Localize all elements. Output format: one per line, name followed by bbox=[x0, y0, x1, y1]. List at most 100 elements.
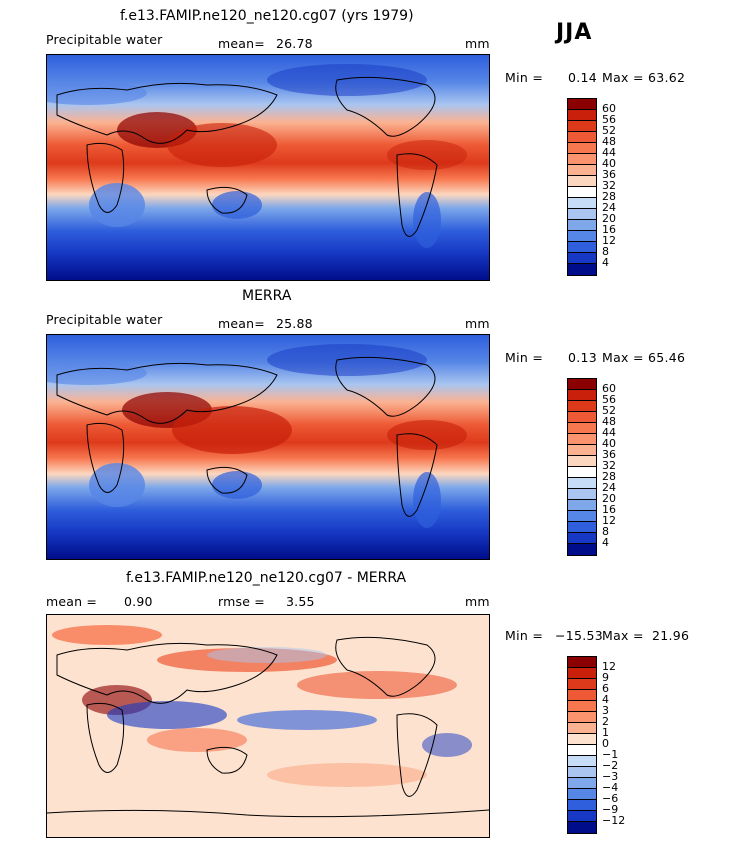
colorbar-tick-label: 1 bbox=[602, 726, 609, 739]
colorbar-tick-label: 4 bbox=[602, 536, 609, 549]
colorbar-tick-label: 2 bbox=[602, 715, 609, 728]
colorbar-swatch bbox=[568, 143, 596, 154]
colorbar-swatch bbox=[568, 533, 596, 544]
colorbar-swatch bbox=[568, 467, 596, 478]
colorbar-swatch bbox=[568, 390, 596, 401]
colorbar-swatch bbox=[568, 734, 596, 745]
colorbar-tick-label: 40 bbox=[602, 437, 616, 450]
colorbar-tick-label: 32 bbox=[602, 179, 616, 192]
panel-1-colorbar bbox=[567, 98, 597, 276]
colorbar-swatch bbox=[568, 253, 596, 264]
colorbar-tick-label: 12 bbox=[602, 660, 616, 673]
colorbar-swatch bbox=[568, 176, 596, 187]
colorbar-swatch bbox=[568, 478, 596, 489]
colorbar-tick-label: 56 bbox=[602, 113, 616, 126]
panel-3-map bbox=[46, 614, 490, 838]
colorbar-swatch bbox=[568, 209, 596, 220]
colorbar-swatch bbox=[568, 511, 596, 522]
panel-2-mean-value: 25.88 bbox=[276, 316, 313, 331]
colorbar-tick-label: 9 bbox=[602, 671, 609, 684]
panel-3-mean-value: 0.90 bbox=[124, 594, 153, 609]
colorbar-tick-label: 28 bbox=[602, 190, 616, 203]
colorbar-tick-label: 24 bbox=[602, 481, 616, 494]
colorbar-swatch bbox=[568, 745, 596, 756]
colorbar-tick-label: 24 bbox=[602, 201, 616, 214]
colorbar-tick-label: 32 bbox=[602, 459, 616, 472]
panel-3-max-label: Max = bbox=[602, 628, 644, 643]
colorbar-swatch bbox=[568, 679, 596, 690]
colorbar-tick-label: 36 bbox=[602, 448, 616, 461]
colorbar-tick-label: 20 bbox=[602, 212, 616, 225]
panel-3-units: mm bbox=[465, 594, 490, 609]
colorbar-swatch bbox=[568, 198, 596, 209]
season-label: JJA bbox=[556, 20, 593, 45]
colorbar-tick-label: 12 bbox=[602, 514, 616, 527]
colorbar-tick-label: 8 bbox=[602, 245, 609, 258]
panel-3-rmse-label: rmse = bbox=[218, 594, 265, 609]
panel-1-units: mm bbox=[465, 36, 490, 51]
colorbar-swatch bbox=[568, 668, 596, 679]
colorbar-swatch bbox=[568, 489, 596, 500]
colorbar-tick-label: 48 bbox=[602, 415, 616, 428]
panel-1-mean-value: 26.78 bbox=[276, 36, 313, 51]
panel-3-colorbar bbox=[567, 656, 597, 834]
colorbar-swatch bbox=[568, 701, 596, 712]
panel-1-title: f.e13.FAMIP.ne120_ne120.cg07 (yrs 1979) bbox=[120, 8, 414, 24]
panel-1-map-svg bbox=[47, 55, 489, 280]
colorbar-swatch bbox=[568, 423, 596, 434]
panel-2-title: MERRA bbox=[242, 288, 292, 304]
panel-2-variable: Precipitable water bbox=[46, 312, 163, 327]
colorbar-swatch bbox=[568, 723, 596, 734]
colorbar-swatch bbox=[568, 187, 596, 198]
colorbar-tick-label: −3 bbox=[602, 770, 619, 783]
colorbar-tick-label: 16 bbox=[602, 223, 616, 236]
colorbar-tick-label: 60 bbox=[602, 102, 616, 115]
colorbar-tick-label: 20 bbox=[602, 492, 616, 505]
panel-2-min-label: Min = bbox=[505, 350, 544, 365]
panel-2-mean-label: mean= bbox=[218, 316, 265, 331]
colorbar-swatch bbox=[568, 690, 596, 701]
colorbar-swatch bbox=[568, 778, 596, 789]
panel-3-rmse-value: 3.55 bbox=[286, 594, 315, 609]
colorbar-tick-label: −1 bbox=[602, 748, 619, 761]
colorbar-swatch bbox=[568, 445, 596, 456]
colorbar-tick-label: 36 bbox=[602, 168, 616, 181]
colorbar-tick-label: −6 bbox=[602, 792, 619, 805]
colorbar-tick-label: 8 bbox=[602, 525, 609, 538]
panel-1-min-value: 0.14 bbox=[568, 70, 598, 85]
colorbar-swatch bbox=[568, 544, 596, 555]
colorbar-swatch bbox=[568, 822, 596, 833]
colorbar-tick-label: −12 bbox=[602, 814, 626, 827]
panel-1-max-label: Max = bbox=[602, 70, 644, 85]
panel-2-map bbox=[46, 334, 490, 560]
colorbar-swatch bbox=[568, 800, 596, 811]
colorbar-swatch bbox=[568, 401, 596, 412]
colorbar-swatch bbox=[568, 132, 596, 143]
colorbar-swatch bbox=[568, 242, 596, 253]
colorbar-tick-label: 52 bbox=[602, 124, 616, 137]
colorbar-tick-label: 3 bbox=[602, 704, 609, 717]
colorbar-swatch bbox=[568, 811, 596, 822]
colorbar-tick-label: 52 bbox=[602, 404, 616, 417]
colorbar-tick-label: 60 bbox=[602, 382, 616, 395]
colorbar-swatch bbox=[568, 657, 596, 668]
panel-1-variable: Precipitable water bbox=[46, 32, 163, 47]
colorbar-swatch bbox=[568, 456, 596, 467]
colorbar-tick-label: 0 bbox=[602, 737, 609, 750]
colorbar-tick-label: 44 bbox=[602, 426, 616, 439]
panel-3-max-value: 21.96 bbox=[652, 628, 690, 643]
colorbar-swatch bbox=[568, 231, 596, 242]
panel-2-colorbar bbox=[567, 378, 597, 556]
colorbar-tick-label: −4 bbox=[602, 781, 619, 794]
colorbar-tick-label: 48 bbox=[602, 135, 616, 148]
panel-2-min-value: 0.13 bbox=[568, 350, 598, 365]
panel-1-map bbox=[46, 54, 490, 281]
colorbar-swatch bbox=[568, 165, 596, 176]
panel-1-min-label: Min = bbox=[505, 70, 544, 85]
panel-3-mean-label: mean = bbox=[46, 594, 98, 609]
panel-1-mean-label: mean= bbox=[218, 36, 265, 51]
colorbar-swatch bbox=[568, 412, 596, 423]
panel-2-max-value: 65.46 bbox=[648, 350, 686, 365]
panel-2-units: mm bbox=[465, 316, 490, 331]
colorbar-swatch bbox=[568, 264, 596, 275]
